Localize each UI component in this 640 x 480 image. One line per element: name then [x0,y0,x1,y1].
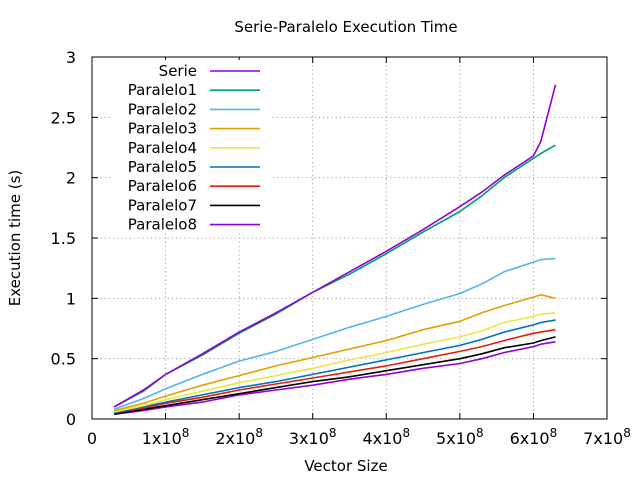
x-tick-label: 0 [87,429,97,448]
legend-label: Serie [159,62,197,80]
chart-title: Serie-Paralelo Execution Time [234,18,457,36]
series-line-paralelo4 [113,312,556,413]
x-tick-mantissa: 1x10 [142,429,182,448]
legend-label: Paralelo8 [128,216,197,234]
x-tick-exponent: 8 [182,426,190,440]
series-line-paralelo8 [114,341,556,415]
x-tick-mantissa: 2x10 [215,429,255,448]
x-tick-exponent: 8 [550,426,558,440]
x-tick-label: 6x108 [510,426,558,448]
legend-label: Paralelo5 [128,158,197,176]
legend-label: Paralelo6 [128,177,197,195]
series-line-paralelo6 [113,328,556,414]
x-tick-mantissa: 3x10 [289,429,329,448]
x-tick-label: 7x108 [583,426,631,448]
series-line-paralelo5 [113,319,556,414]
grid-layer [92,57,607,419]
legend-background [110,60,270,232]
y-tick-label: 3 [66,48,76,67]
series-line-paralelo2 [113,257,556,411]
y-tick-label: 0.5 [51,350,76,369]
x-tick-exponent: 8 [402,426,410,440]
y-tick-label: 0 [66,410,76,429]
x-tick-label: 4x108 [362,426,410,448]
series-line-paralelo3 [113,293,556,412]
x-tick-exponent: 8 [476,426,484,440]
x-tick-label: 2x108 [215,426,263,448]
y-tick-label: 1.5 [51,229,76,248]
y-tick-label: 2.5 [51,108,76,127]
legend-label: Paralelo3 [128,120,197,138]
x-tick-label: 3x108 [289,426,337,448]
y-axis-title: Execution time (s) [6,170,24,307]
x-tick-exponent: 8 [623,426,631,440]
series-layer [113,84,557,415]
legend-label: Paralelo1 [128,81,197,99]
y-tick-label: 2 [66,169,76,188]
series-line-serie [113,84,557,408]
y-tick-label: 1 [66,289,76,308]
x-tick-mantissa: 5x10 [436,429,476,448]
tick-layer: 00.511.522.530 1x108 2x108 3x108 4x108 5x108 6… [51,48,631,448]
legend-label: Paralelo4 [128,139,197,157]
x-tick-label: 5x108 [436,426,484,448]
x-tick-mantissa: 7x10 [583,429,623,448]
legend-label: Paralelo2 [128,100,197,118]
legend-label: Paralelo7 [128,196,197,214]
legend: SerieParalelo1Paralelo2Paralelo3Paralelo… [110,60,270,234]
x-tick-exponent: 8 [329,426,337,440]
x-tick-label: 1x108 [142,426,190,448]
x-tick-exponent: 8 [255,426,263,440]
x-tick-mantissa: 0 [87,429,97,448]
series-line-paralelo7 [113,336,556,415]
x-axis-title: Vector Size [304,457,387,475]
x-tick-mantissa: 6x10 [510,429,550,448]
x-tick-mantissa: 4x10 [362,429,402,448]
